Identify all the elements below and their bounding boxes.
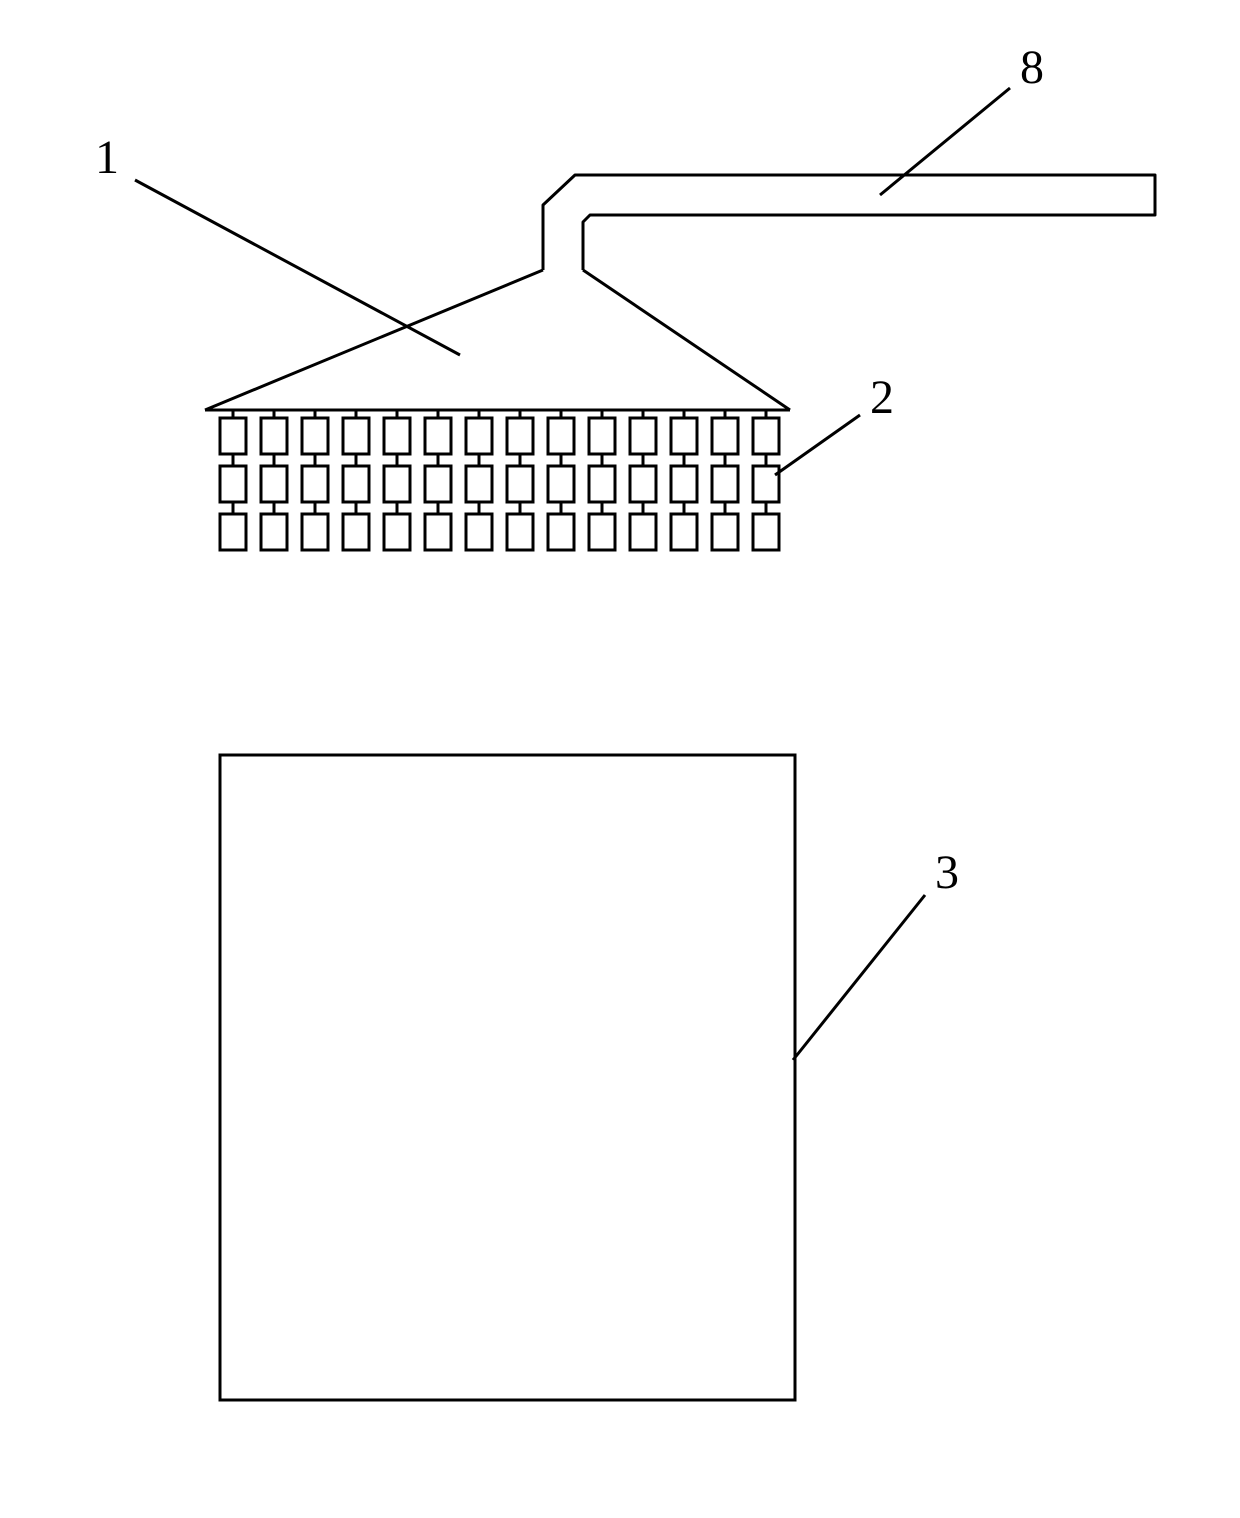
cone-left — [205, 270, 543, 410]
curtain-block — [384, 418, 410, 454]
leader-line-3 — [793, 895, 925, 1060]
curtain-block — [671, 418, 697, 454]
curtain-block — [466, 466, 492, 502]
curtain-block — [507, 514, 533, 550]
curtain-block — [589, 514, 615, 550]
curtain-block — [261, 466, 287, 502]
curtain-block — [548, 466, 574, 502]
schematic-svg — [0, 0, 1240, 1518]
curtain-block — [343, 514, 369, 550]
curtain-block — [712, 418, 738, 454]
curtain-block — [671, 514, 697, 550]
diagram-canvas: 1 2 3 8 — [0, 0, 1240, 1518]
tank-rect — [220, 755, 795, 1400]
curtain-block — [466, 418, 492, 454]
curtain-block — [548, 514, 574, 550]
curtain-block — [384, 466, 410, 502]
leader-line-8 — [880, 88, 1010, 195]
curtain-block — [425, 418, 451, 454]
curtain-block — [384, 514, 410, 550]
leader-line-2 — [775, 415, 860, 475]
curtain-block — [630, 418, 656, 454]
curtain-block — [261, 514, 287, 550]
curtain-block — [753, 466, 779, 502]
curtain-block — [589, 466, 615, 502]
callout-label-2: 2 — [870, 370, 894, 425]
curtain-block — [343, 418, 369, 454]
curtain-block — [302, 514, 328, 550]
callout-label-1: 1 — [95, 130, 119, 185]
curtain-block — [507, 466, 533, 502]
curtain-block — [548, 418, 574, 454]
curtain-block — [630, 514, 656, 550]
curtain-block — [589, 418, 615, 454]
curtain-block — [712, 514, 738, 550]
curtain-block — [630, 466, 656, 502]
curtain-block — [343, 466, 369, 502]
curtain-block — [425, 514, 451, 550]
curtain-block — [220, 514, 246, 550]
curtain-block — [302, 466, 328, 502]
curtain-block — [753, 418, 779, 454]
curtain-block — [466, 514, 492, 550]
curtain-block — [425, 466, 451, 502]
curtain-block — [753, 514, 779, 550]
callout-label-8: 8 — [1020, 40, 1044, 95]
pipe-outline — [543, 175, 1155, 270]
curtain-block — [220, 466, 246, 502]
curtain-block — [261, 418, 287, 454]
cone-right — [583, 270, 790, 410]
callout-label-3: 3 — [935, 845, 959, 900]
curtain-block — [302, 418, 328, 454]
curtain-block — [220, 418, 246, 454]
curtain-block — [712, 466, 738, 502]
curtain-block — [671, 466, 697, 502]
leader-line-1 — [135, 180, 460, 355]
curtain-block — [507, 418, 533, 454]
